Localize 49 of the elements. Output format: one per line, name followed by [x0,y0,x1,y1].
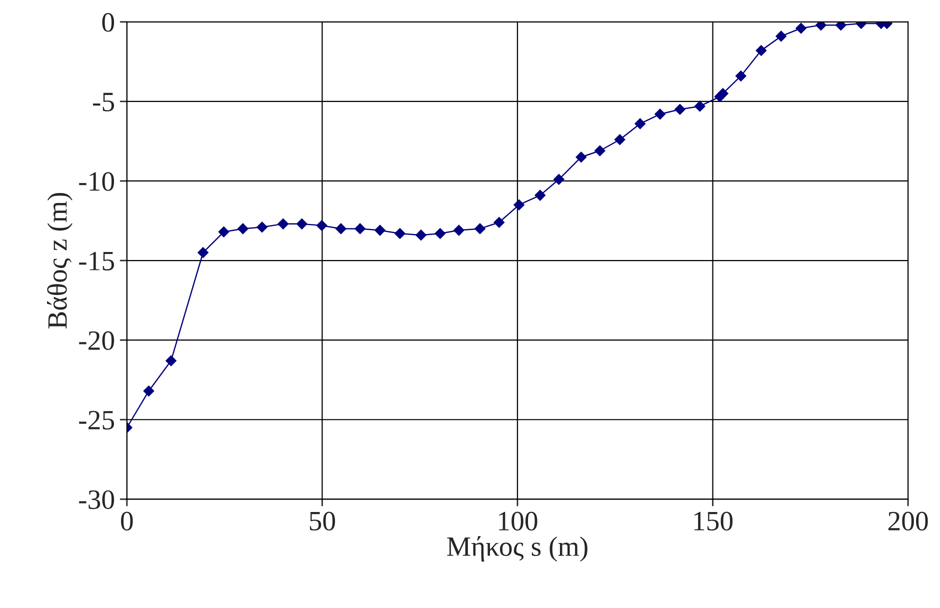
x-tick-label: 100 [499,512,538,531]
point [416,230,426,241]
point [654,108,666,120]
point [474,223,486,234]
x-tick-label: 150 [694,512,733,531]
point [237,223,248,234]
point [198,247,208,258]
point [634,118,646,130]
point [717,88,728,99]
point [674,104,686,115]
point [576,152,587,163]
point [256,222,268,233]
y-tick-label: -20 [79,331,114,350]
x-axis-title: Μήκος s (m) [447,536,588,562]
point [374,224,386,236]
y-axis-title: Βάθος z (m) [47,192,73,329]
point [835,22,846,30]
point [143,386,154,396]
point [453,224,464,236]
point [735,70,746,82]
y-tick-label: -25 [79,410,114,430]
x-tick-label: 0 [121,512,133,531]
point [776,30,787,42]
point [494,216,505,228]
x-tick-label: 200 [888,512,928,531]
y-tick-label: 0 [102,13,114,32]
y-tick-label: -30 [79,490,114,510]
point [694,100,706,112]
point [514,199,524,210]
x-tick-label: 50 [310,512,336,531]
point [796,22,806,34]
point [816,22,826,30]
point [278,218,289,230]
point [166,355,176,366]
point [316,220,328,231]
y-tick-label: -5 [92,92,114,112]
y-tick-label: -15 [79,252,114,270]
point [534,190,546,201]
point [336,223,346,234]
point [218,226,230,238]
point [394,228,406,239]
point [756,45,767,56]
point [354,223,366,234]
point [614,134,626,146]
point [434,228,446,239]
point [296,218,308,230]
point [553,174,564,185]
point [594,145,606,156]
y-tick-label: -10 [79,172,114,191]
